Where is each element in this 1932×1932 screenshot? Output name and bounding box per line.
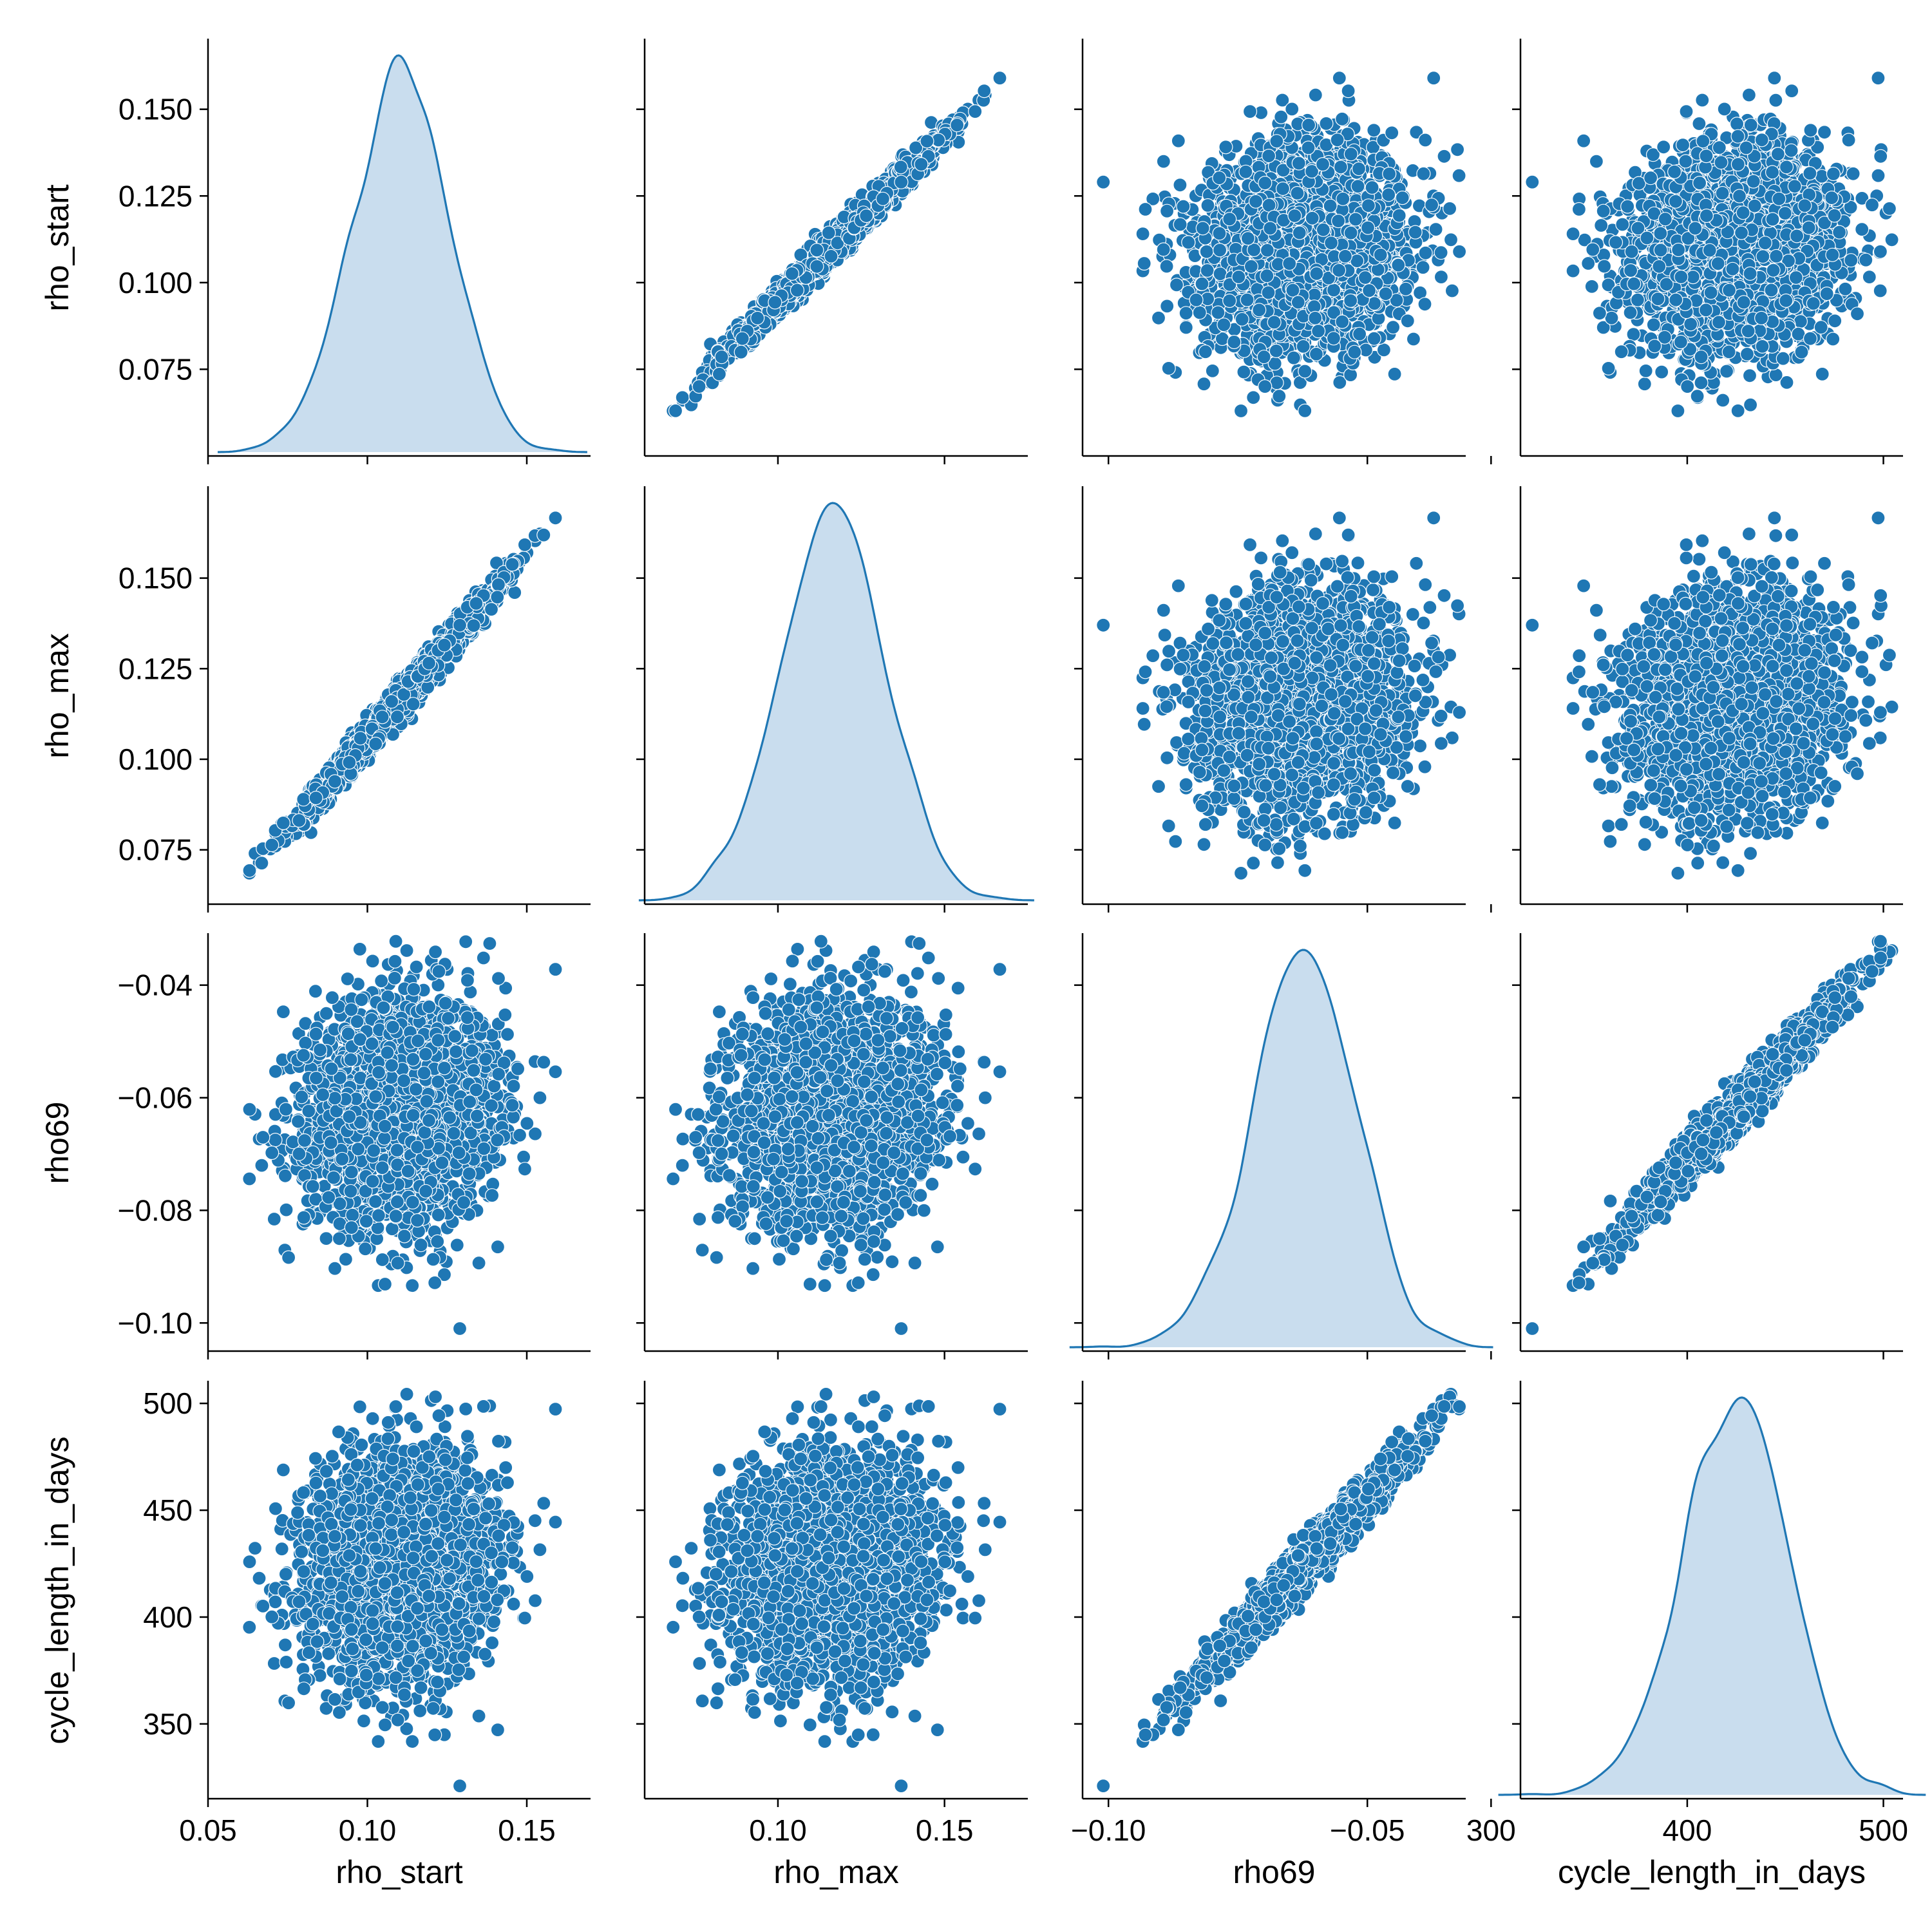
kde-fill-rho_start	[218, 55, 587, 452]
y-tick-label: 0.125	[118, 179, 193, 213]
scatter-points-rho_start-vs-rho_max	[667, 71, 1007, 418]
panel-rho_start-vs-rho_start: 0.075 0.100 0.125 0.150	[118, 39, 591, 464]
pairplot-figure: 0.075 0.100 0.125 0.1500.075 0.100 0.125 0.150…	[0, 0, 1932, 1932]
y-tick-label: 0.075	[118, 352, 193, 386]
y-tick-label: 0.100	[118, 266, 193, 299]
y-tick-label: 0.150	[118, 93, 193, 126]
panel-rho_start-vs-rho_max	[636, 39, 1028, 464]
